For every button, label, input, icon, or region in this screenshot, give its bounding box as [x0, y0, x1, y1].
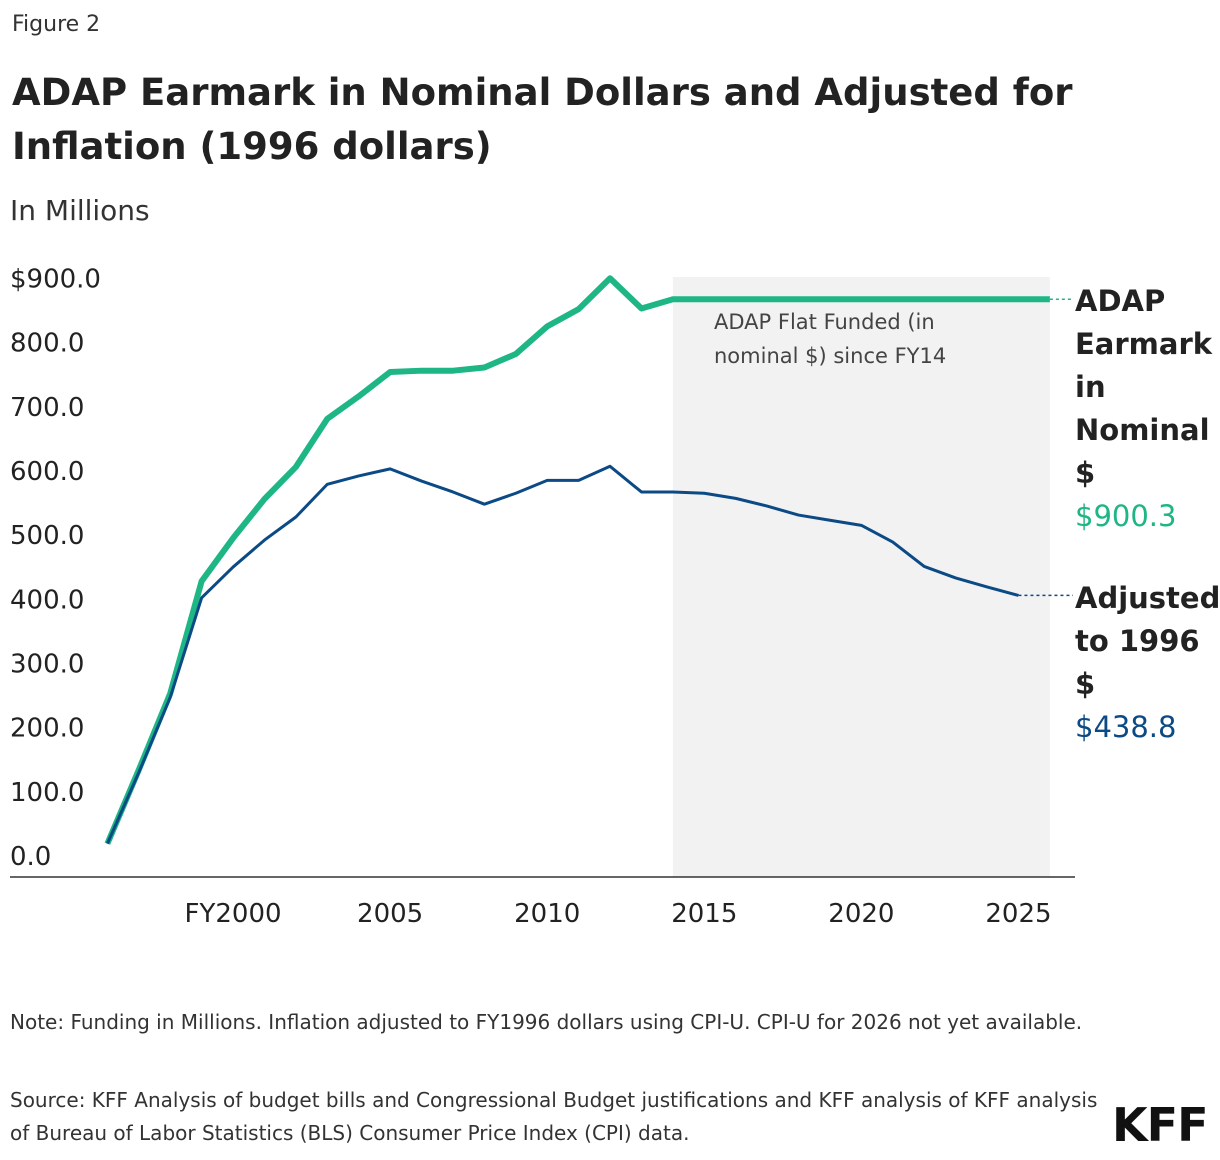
y-tick-label: 800.0	[10, 329, 84, 359]
logo: KFF	[1112, 1098, 1208, 1152]
y-tick-label: 300.0	[10, 649, 84, 679]
series-label: Adjusted to 1996 $ $438.8	[1075, 577, 1220, 749]
figure-label: Figure 2	[12, 12, 101, 37]
x-tick-label: 2020	[828, 899, 894, 929]
x-tick-label: 2015	[671, 899, 737, 929]
series-line	[106, 464, 1019, 845]
chart-title: ADAP Earmark in Nominal Dollars and Adju…	[12, 71, 1073, 168]
x-tick-label: 2010	[514, 899, 580, 929]
end-value-label: $438.8	[1075, 710, 1177, 744]
y-tick-label: 400.0	[10, 585, 84, 615]
y-axis-label: In Millions	[10, 194, 150, 227]
highlight-band	[672, 277, 1050, 877]
highlight-label: ADAP Flat Funded (in nominal $) since FY…	[714, 310, 947, 368]
y-tick-label: 0.0	[10, 842, 51, 872]
y-tick-label: $900.0	[10, 264, 101, 294]
x-tick-label: FY2000	[185, 899, 282, 929]
note: Note: Funding in Millions. Inflation adj…	[10, 1010, 1083, 1034]
series-label: ADAP Earmark in Nominal $ $900.3	[1075, 280, 1213, 538]
x-tick-label: 2025	[985, 899, 1051, 929]
x-tick-label: 2005	[357, 899, 423, 929]
y-tick-label: 500.0	[10, 521, 84, 551]
series-line	[104, 275, 1050, 845]
legend-entry: Adjusted to 1996 $	[1075, 581, 1220, 701]
y-tick-label: 700.0	[10, 393, 84, 423]
y-tick-label: 200.0	[10, 714, 84, 744]
end-value-label: $900.3	[1075, 499, 1177, 533]
y-tick-label: 100.0	[10, 778, 84, 808]
legend-entry: ADAP Earmark in Nominal $	[1075, 284, 1213, 490]
source: Source: KFF Analysis of budget bills and…	[10, 1088, 1098, 1145]
y-tick-label: 600.0	[10, 457, 84, 487]
